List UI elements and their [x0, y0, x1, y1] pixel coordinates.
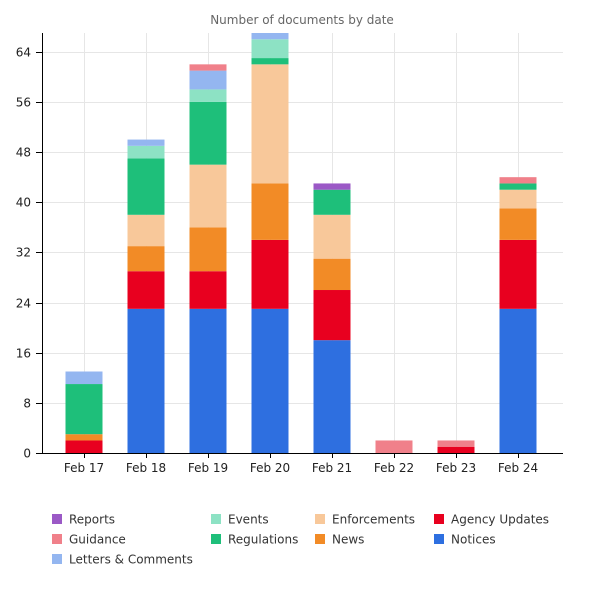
legend-swatch	[211, 534, 221, 544]
y-tick-label: 56	[16, 96, 31, 110]
legend-label: Enforcements	[332, 513, 415, 527]
legend-swatch	[211, 514, 221, 524]
legend-swatch	[434, 514, 444, 524]
bar-agency-updates-feb-19	[189, 271, 227, 309]
bar-notices-feb-20	[251, 308, 289, 453]
bar-events-feb-18	[127, 145, 165, 159]
bar-events-feb-19	[189, 89, 227, 102]
bar-regulations-feb-17	[65, 384, 103, 435]
bar-agency-updates-feb-18	[127, 271, 165, 309]
legend-swatch	[52, 534, 62, 544]
x-tick-label: Feb 22	[374, 461, 414, 475]
bar-guidance-feb-19	[189, 64, 227, 71]
legend-item-news[interactable]: News	[315, 533, 364, 547]
bar-news-feb-21	[313, 258, 351, 291]
x-tick-label: Feb 21	[312, 461, 352, 475]
bar-letters-comments-feb-18	[127, 139, 165, 146]
bar-agency-updates-feb-21	[313, 290, 351, 341]
bar-notices-feb-21	[313, 340, 351, 453]
legend-label: Notices	[451, 533, 496, 547]
bar-events-feb-20	[251, 39, 289, 59]
chart-title: Number of documents by date	[210, 13, 394, 27]
bar-news-feb-20	[251, 183, 289, 240]
y-tick-label: 48	[16, 146, 31, 160]
bar-regulations-feb-24	[499, 183, 537, 190]
bar-enforcements-feb-21	[313, 214, 351, 259]
bar-regulations-feb-21	[313, 189, 351, 215]
legend: Reports Events Enforcements Agency Updates G…	[52, 513, 549, 567]
legend-label: Events	[228, 513, 269, 527]
bar-agency-updates-feb-17	[65, 440, 103, 453]
x-tick-label: Feb 19	[188, 461, 228, 475]
legend-swatch	[315, 514, 325, 524]
legend-label: Letters & Comments	[69, 553, 193, 567]
legend-label: News	[332, 533, 364, 547]
legend-item-agency-updates[interactable]: Agency Updates	[434, 513, 549, 527]
bar-agency-updates-feb-24	[499, 239, 537, 309]
bar-enforcements-feb-18	[127, 214, 165, 247]
legend-swatch	[52, 514, 62, 524]
bar-enforcements-feb-24	[499, 189, 537, 209]
legend-label: Guidance	[69, 533, 126, 547]
bar-regulations-feb-20	[251, 58, 289, 65]
x-tick-label: Feb 23	[436, 461, 476, 475]
x-tick-label: Feb 20	[250, 461, 290, 475]
legend-label: Agency Updates	[451, 513, 549, 527]
legend-item-events[interactable]: Events	[211, 513, 269, 527]
bar-notices-feb-18	[127, 308, 165, 453]
legend-swatch	[315, 534, 325, 544]
legend-item-reports[interactable]: Reports	[52, 513, 115, 527]
bar-enforcements-feb-19	[189, 164, 227, 228]
y-tick-label: 32	[16, 246, 31, 260]
bar-regulations-feb-19	[189, 101, 227, 165]
legend-item-guidance[interactable]: Guidance	[52, 533, 126, 547]
bars	[65, 33, 537, 453]
legend-item-letters-comments[interactable]: Letters & Comments	[52, 553, 193, 567]
y-tick-label: 64	[16, 46, 31, 60]
grid	[42, 33, 563, 453]
legend-label: Reports	[69, 513, 115, 527]
bar-letters-comments-feb-20	[251, 33, 289, 40]
legend-item-regulations[interactable]: Regulations	[211, 533, 298, 547]
legend-item-enforcements[interactable]: Enforcements	[315, 513, 415, 527]
bar-news-feb-17	[65, 434, 103, 441]
bar-news-feb-19	[189, 227, 227, 272]
bar-reports-feb-21	[313, 183, 351, 190]
bar-agency-updates-feb-20	[251, 239, 289, 309]
bar-news-feb-24	[499, 208, 537, 240]
y-tick-label: 16	[16, 347, 31, 361]
bar-guidance-feb-22	[375, 440, 413, 453]
bar-regulations-feb-18	[127, 158, 165, 215]
bar-agency-updates-feb-23	[437, 446, 475, 453]
x-tick-label: Feb 17	[64, 461, 104, 475]
legend-item-notices[interactable]: Notices	[434, 533, 496, 547]
x-tick-label: Feb 24	[498, 461, 538, 475]
bar-news-feb-18	[127, 246, 165, 272]
legend-label: Regulations	[228, 533, 298, 547]
bar-guidance-feb-24	[499, 177, 537, 184]
bar-letters-comments-feb-19	[189, 70, 227, 90]
y-tick-label: 40	[16, 196, 31, 210]
x-tick-label: Feb 18	[126, 461, 166, 475]
legend-swatch	[52, 554, 62, 564]
y-tick-label: 0	[23, 447, 31, 461]
bar-letters-comments-feb-17	[65, 371, 103, 385]
y-tick-label: 8	[23, 397, 31, 411]
bar-enforcements-feb-20	[251, 64, 289, 184]
bar-guidance-feb-23	[437, 440, 475, 447]
bar-notices-feb-19	[189, 308, 227, 453]
axes: 0 8 16 24 32 40 48 56 64 Feb 17 Feb 18 Feb 19 Feb 20…	[16, 33, 563, 475]
y-tick-label: 24	[16, 297, 31, 311]
bar-notices-feb-24	[499, 308, 537, 453]
legend-swatch	[434, 534, 444, 544]
